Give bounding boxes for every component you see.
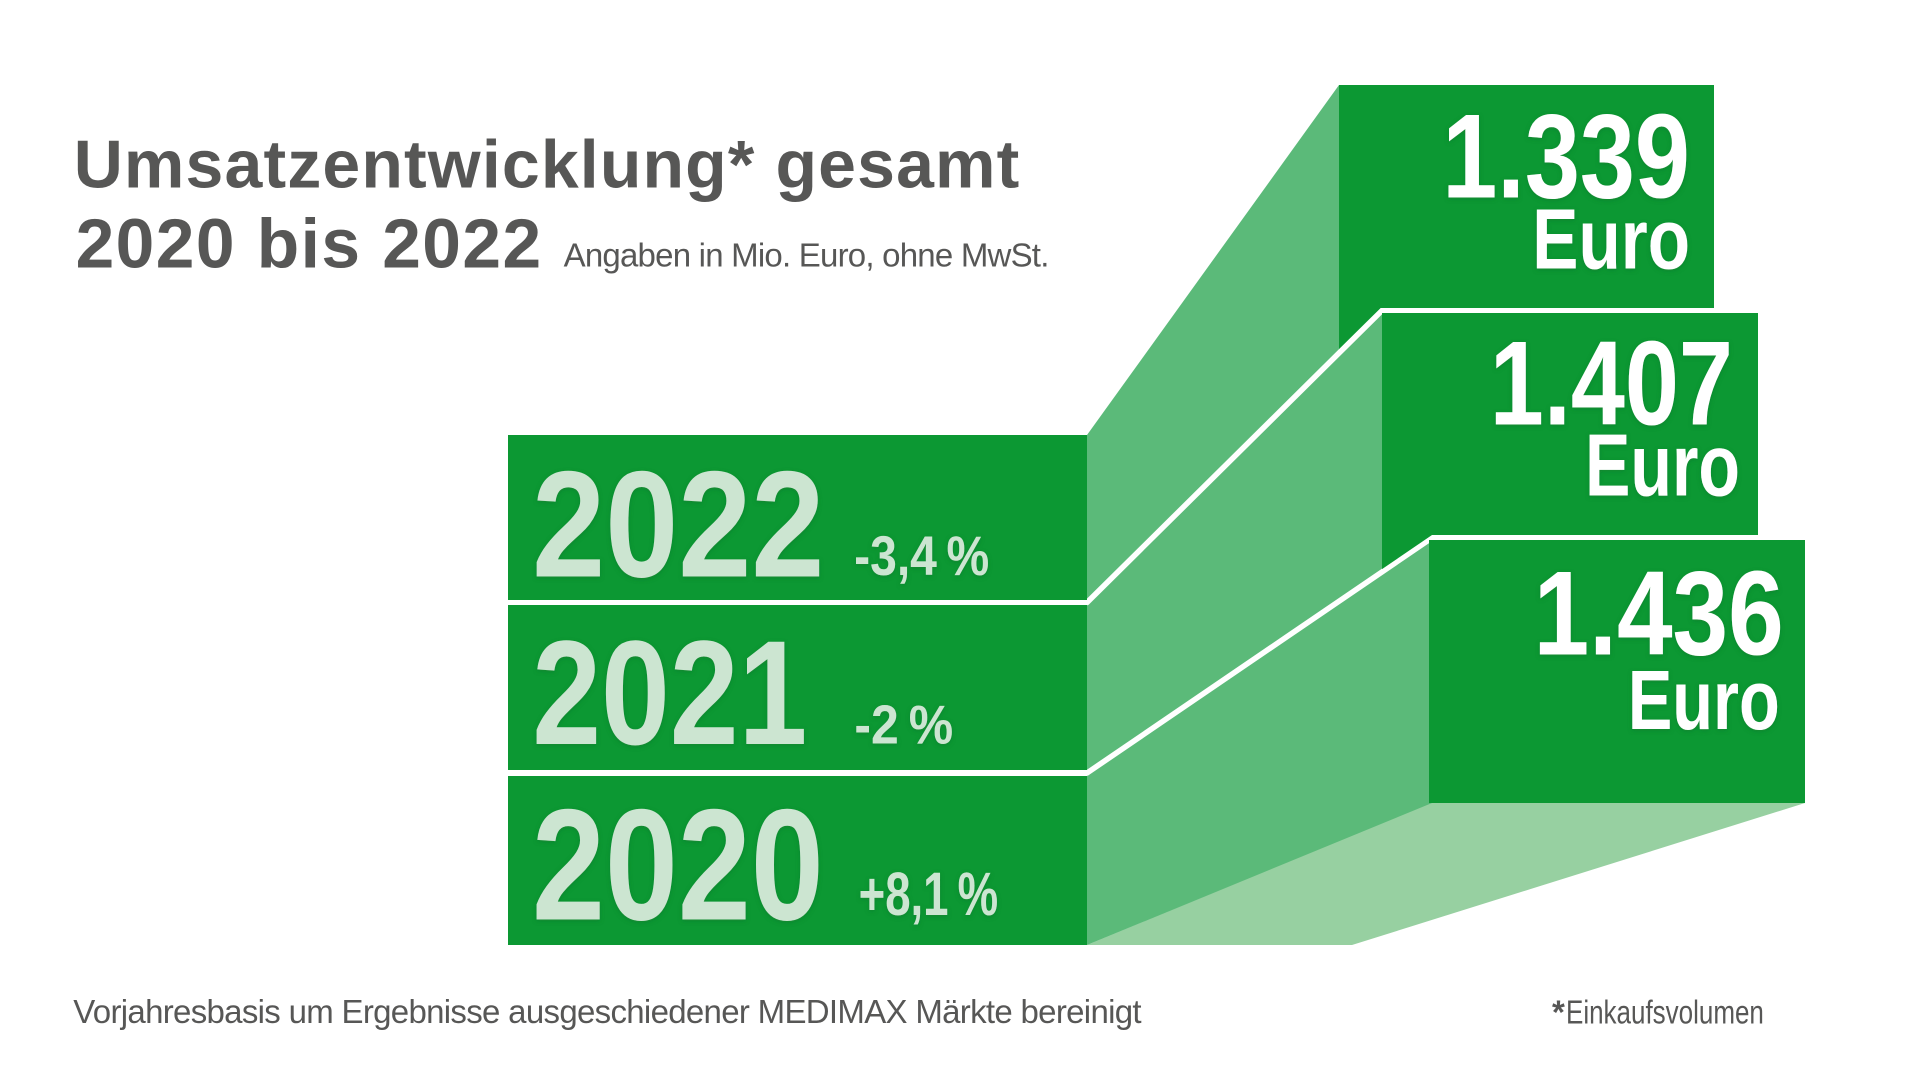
svg-text:1.407: 1.407 [1490,317,1733,451]
svg-text:Umsatzentwicklung* gesamt: Umsatzentwicklung* gesamt [74,127,1021,203]
svg-text:Einkaufsvolumen: Einkaufsvolumen [1566,995,1764,1032]
svg-text:Euro: Euro [1532,193,1690,287]
svg-text:2020 bis 2022: 2020 bis 2022 [76,205,543,283]
svg-text:*: * [1552,994,1565,1031]
svg-text:Angaben in Mio. Euro, ohne MwS: Angaben in Mio. Euro, ohne MwSt. [564,236,1049,273]
svg-text:-3,4 %: -3,4 % [854,526,989,588]
svg-text:2020: 2020 [532,776,824,954]
svg-text:Euro: Euro [1585,416,1740,515]
svg-text:2021: 2021 [532,609,807,775]
svg-text:1.436: 1.436 [1534,547,1784,681]
svg-text:2022: 2022 [532,441,824,610]
svg-text:+8,1 %: +8,1 % [859,860,999,928]
svg-text:1.339: 1.339 [1442,90,1690,224]
svg-text:Euro: Euro [1628,653,1780,747]
svg-text:-2 %: -2 % [854,696,953,756]
svg-text:Vorjahresbasis um Ergebnisse a: Vorjahresbasis um Ergebnisse ausgeschied… [73,993,1141,1030]
